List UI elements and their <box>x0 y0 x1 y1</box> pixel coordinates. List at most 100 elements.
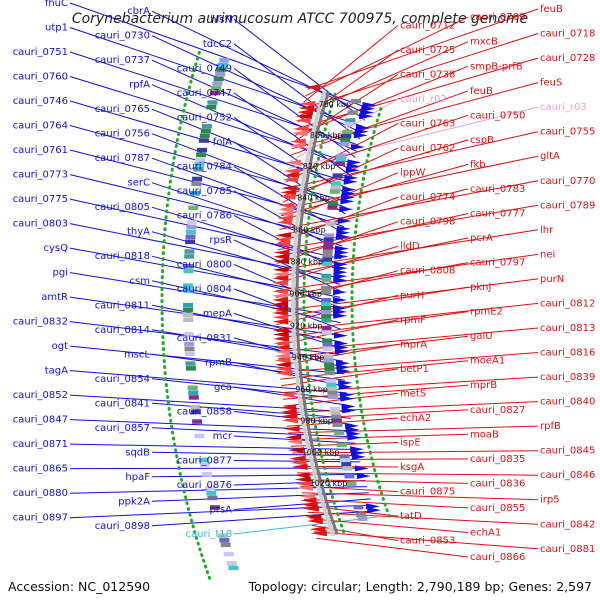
cog-block-forward <box>347 110 358 115</box>
leader-line-forward <box>151 133 347 209</box>
gene-labels: fhuC cbrA hisN utp1 cauri_0730 tdcC2 cauri_075… <box>13 0 596 563</box>
gene-label-reverse: feuB <box>470 86 493 97</box>
cog-block-forward <box>324 366 335 372</box>
gene-label-reverse: mxcB <box>470 37 498 48</box>
gene-label-forward: ppk2A <box>118 496 150 507</box>
reverse-gene-arrow <box>276 215 293 222</box>
kbp-tick-label: 820 kbp <box>303 162 336 171</box>
cog-block-reverse <box>188 395 199 400</box>
leader-line-reverse <box>288 425 539 434</box>
cog-block-reverse <box>207 495 218 501</box>
forward-gene-arrow <box>338 379 353 386</box>
forward-gene-arrow <box>336 233 350 240</box>
reverse-gene-arrow <box>273 258 289 265</box>
leader-line-reverse <box>293 458 469 461</box>
gene-label-reverse: mprB <box>470 380 497 391</box>
leader-line-forward <box>151 402 351 419</box>
gene-label-forward: thyA <box>127 227 150 238</box>
reverse-gene-arrow <box>277 210 294 217</box>
reverse-gene-arrow <box>293 472 310 479</box>
reverse-gene-arrow <box>274 357 291 364</box>
reverse-gene-arrow <box>280 404 297 411</box>
cog-block-reverse <box>183 268 194 274</box>
cog-block-reverse <box>192 176 203 182</box>
gene-label-reverse: cauri_0875 <box>400 487 455 498</box>
gene-label-forward: cauri_0756 <box>95 129 150 140</box>
genome-title: Corynebacterium aurimucosum ATCC 700975,… <box>72 11 528 27</box>
cog-block-forward <box>342 466 353 471</box>
cog-block-forward <box>345 118 356 123</box>
leader-line-reverse <box>284 401 539 414</box>
reverse-gene-arrow <box>283 168 300 175</box>
reverse-gene-arrow <box>295 480 312 487</box>
reverse-gene-arrow <box>273 340 290 347</box>
leader-line-forward <box>151 451 359 457</box>
cog-block-reverse <box>188 205 199 211</box>
leader-line-reverse <box>301 33 539 110</box>
cog-block-reverse <box>211 86 222 91</box>
reverse-gene-arrow <box>298 105 315 111</box>
gene-label-forward: prsA <box>209 505 232 516</box>
cog-block-reverse <box>196 152 207 158</box>
kbp-tick-label: 960 kbp <box>295 385 328 394</box>
forward-gene-arrow <box>356 473 371 479</box>
reverse-gene-arrow <box>301 501 318 508</box>
leader-line-reverse <box>291 82 539 150</box>
kbp-ticks: 780 kbp 800 kbp 820 kbp 840 kbp 860 kbp 880 k… <box>289 100 351 488</box>
leader-line-reverse <box>314 531 539 550</box>
reverse-gene-arrow <box>274 240 291 247</box>
reverse-gene-arrow <box>289 455 306 462</box>
gene-label-forward: cauri_0897 <box>13 513 68 524</box>
reverse-gene-arrow <box>273 348 290 355</box>
forward-gene-arrow <box>334 332 348 339</box>
cog-block-reverse <box>209 505 220 510</box>
forward-gene-arrow <box>334 261 348 268</box>
gene-label-forward: cauri_0803 <box>13 219 68 230</box>
gene-label-reverse: cauri_0789 <box>540 200 595 211</box>
reverse-gene-arrow <box>272 318 289 325</box>
cog-block-reverse <box>186 220 197 225</box>
cog-block-forward <box>336 442 347 447</box>
leader-line-reverse <box>299 41 469 116</box>
cog-block-forward <box>351 98 362 104</box>
gene-label-reverse: cauri_0738 <box>400 69 455 80</box>
kbp-tick-label: 1020 kbp <box>310 479 348 488</box>
gene-label-reverse: metS <box>400 388 426 399</box>
cog-block-reverse <box>198 138 209 143</box>
cog-block-forward <box>322 253 333 258</box>
gene-label-forward: cauri_0898 <box>95 521 150 532</box>
reverse-gene-arrow <box>277 206 294 213</box>
cog-block-forward <box>339 141 350 147</box>
cog-block-forward <box>331 418 342 424</box>
cog-block-reverse <box>190 191 201 196</box>
reverse-gene-arrow <box>272 310 289 316</box>
reverse-gene-arrow <box>302 505 319 512</box>
reverse-gene-arrow <box>273 253 290 260</box>
reverse-gene-arrow <box>272 279 289 286</box>
gene-label-forward: cauri_0749 <box>177 63 232 74</box>
leader-line-reverse <box>281 155 539 210</box>
reverse-gene-arrow <box>272 275 289 282</box>
reverse-gene-arrow <box>295 113 312 120</box>
gene-label-reverse: cauri_0770 <box>540 176 595 187</box>
leader-line-reverse <box>305 505 399 517</box>
gene-label-reverse: cauri_0881 <box>540 544 595 555</box>
forward-gene-arrow <box>351 144 365 150</box>
cog-block-reverse <box>190 409 201 415</box>
cog-block-reverse <box>197 147 207 153</box>
forward-gene-arrow <box>339 391 354 398</box>
cog-block-forward <box>357 516 368 521</box>
cog-block-reverse <box>184 249 195 254</box>
gene-label-reverse: smpB-prfB <box>470 61 523 72</box>
cog-block-forward <box>322 249 333 254</box>
gene-label-forward: tagA <box>45 366 68 377</box>
kbp-tick-label: 1000 kbp <box>302 448 340 457</box>
leader-line-forward <box>233 516 377 535</box>
forward-gene-arrow <box>351 453 366 460</box>
cog-block-forward <box>321 306 331 311</box>
forward-gene-arrow <box>340 198 355 205</box>
forward-gene-arrow <box>337 218 352 224</box>
cog-block-reverse <box>205 486 216 491</box>
cog-block-forward <box>324 370 335 376</box>
kbp-tick-label: 880 kbp <box>290 257 323 266</box>
